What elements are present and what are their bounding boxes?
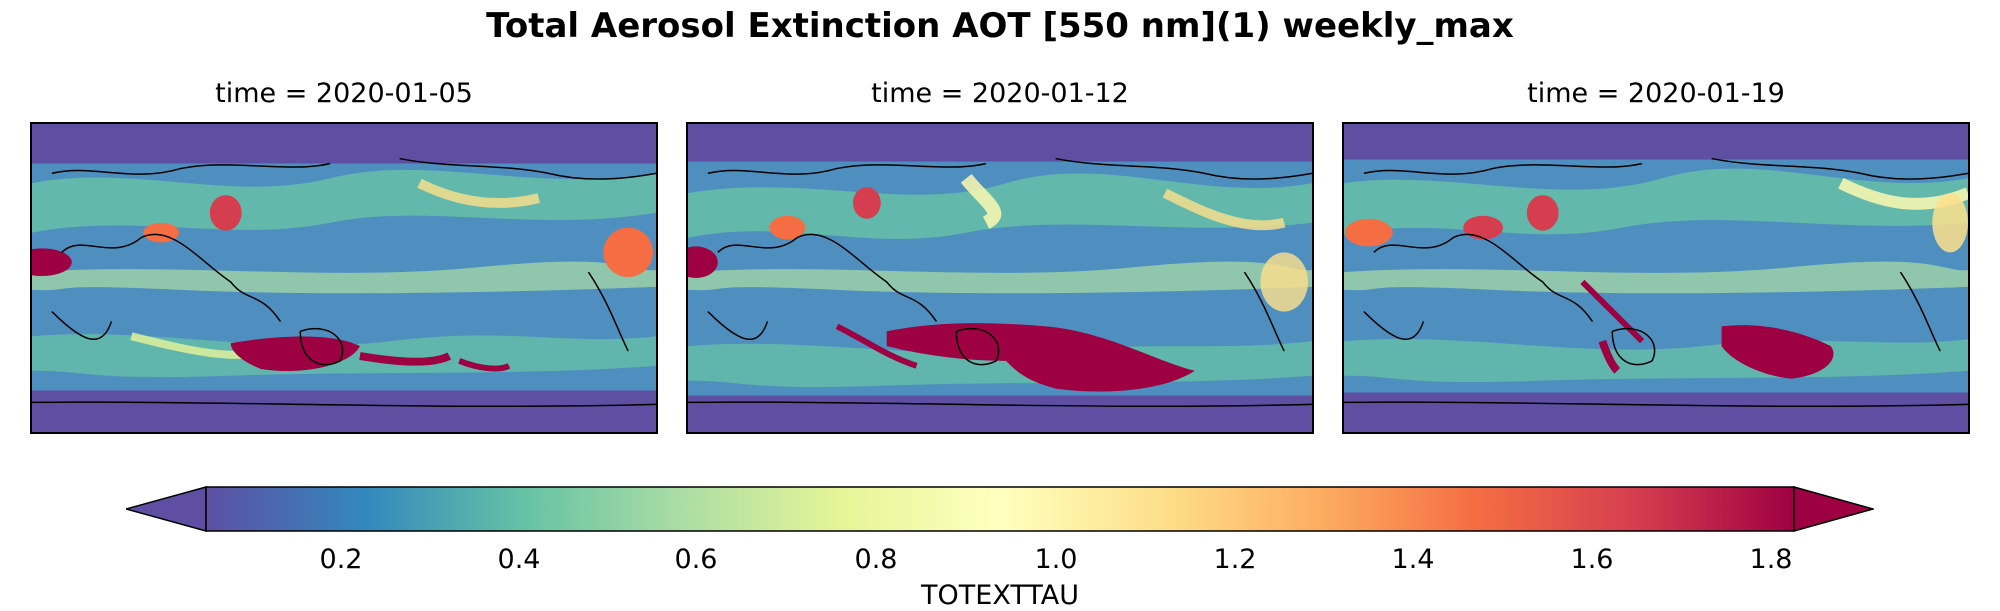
colorbar-tick: 0.2 bbox=[319, 544, 363, 575]
colorbar-tick: 1.8 bbox=[1749, 544, 1793, 575]
colorbar-label: TOTEXTTAU bbox=[921, 580, 1079, 611]
panel-2-title: time = 2020-01-12 bbox=[871, 78, 1129, 109]
map-panel-2020-01-19 bbox=[1342, 122, 1970, 434]
colorbar-tick: 1.2 bbox=[1213, 544, 1257, 575]
colorbar-tick: 1.0 bbox=[1034, 544, 1078, 575]
figure-title: Total Aerosol Extinction AOT [550 nm](1)… bbox=[486, 6, 1514, 46]
panel-3-title: time = 2020-01-19 bbox=[1527, 78, 1785, 109]
colorbar-tick: 1.6 bbox=[1570, 544, 1614, 575]
map-panel-2020-01-05 bbox=[30, 122, 658, 434]
map-panel-2020-01-12 bbox=[686, 122, 1314, 434]
colorbar-tick: 1.4 bbox=[1391, 544, 1435, 575]
colorbar bbox=[126, 486, 1874, 532]
colorbar-tick: 0.8 bbox=[854, 544, 898, 575]
colorbar-tick: 0.4 bbox=[497, 544, 541, 575]
panel-1-title: time = 2020-01-05 bbox=[215, 78, 473, 109]
colorbar-tick: 0.6 bbox=[674, 544, 718, 575]
